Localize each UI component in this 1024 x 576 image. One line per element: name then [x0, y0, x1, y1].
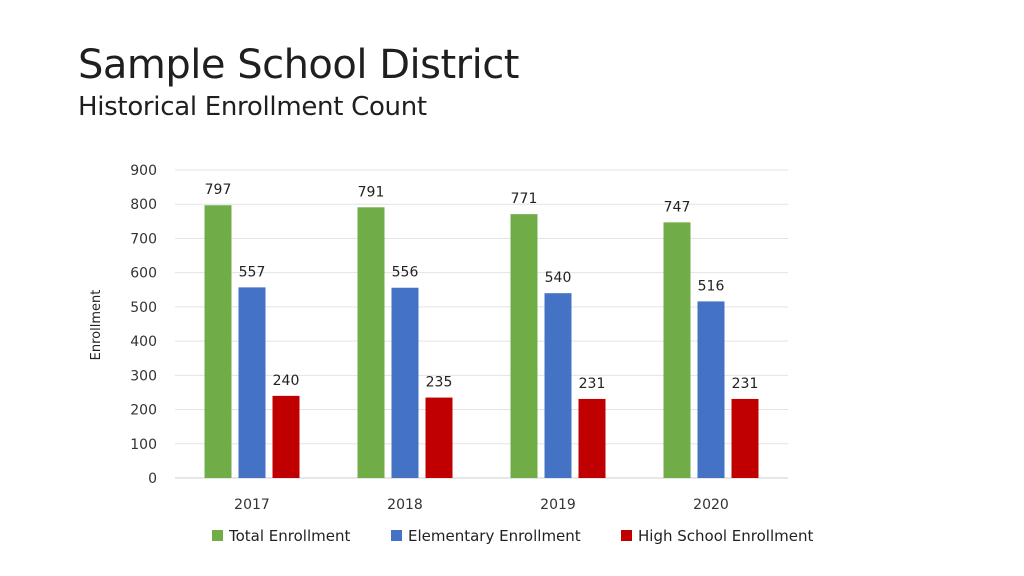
- bar: [578, 398, 606, 478]
- data-label: 540: [545, 270, 572, 286]
- y-tick-label: 200: [130, 403, 157, 419]
- x-tick-label: 2019: [540, 497, 576, 513]
- data-label: 231: [732, 376, 759, 392]
- y-tick-label: 500: [130, 300, 157, 316]
- data-label: 557: [239, 264, 266, 280]
- y-tick-label: 900: [130, 163, 157, 179]
- legend-swatch: [391, 530, 402, 541]
- data-label: 791: [358, 184, 385, 200]
- bar: [357, 207, 385, 478]
- bar: [272, 395, 300, 478]
- y-axis-title: Enrollment: [89, 290, 104, 361]
- data-label: 240: [273, 373, 300, 389]
- y-tick-label: 100: [130, 437, 157, 453]
- bar: [731, 398, 759, 478]
- bar: [391, 287, 419, 478]
- data-label: 516: [698, 278, 725, 294]
- legend-swatch: [621, 530, 632, 541]
- page-subtitle: Historical Enrollment Count: [78, 92, 427, 122]
- y-axis-ticks: 0 100 200 300 400 500 600 700 800 900: [130, 163, 157, 487]
- bars: [204, 205, 759, 478]
- data-label: 231: [579, 376, 606, 392]
- bar: [425, 397, 453, 478]
- x-tick-label: 2020: [693, 497, 729, 513]
- y-tick-label: 700: [130, 231, 157, 247]
- legend-label: High School Enrollment: [638, 527, 813, 545]
- x-tick-label: 2018: [387, 497, 423, 513]
- bar: [204, 205, 232, 478]
- data-label: 747: [664, 199, 691, 215]
- legend-label: Elementary Enrollment: [408, 527, 581, 545]
- bar: [238, 287, 266, 478]
- data-labels: 797 557 240 791 556 235 771 540 231 747 516 231: [205, 182, 759, 392]
- data-label: 235: [426, 375, 453, 391]
- y-tick-label: 800: [130, 197, 157, 213]
- bar: [697, 301, 725, 478]
- bar: [663, 222, 691, 478]
- y-tick-label: 0: [148, 471, 157, 487]
- bar: [544, 293, 572, 478]
- x-tick-label: 2017: [234, 497, 270, 513]
- data-label: 771: [511, 191, 538, 207]
- bar: [510, 214, 538, 478]
- legend-swatch: [212, 530, 223, 541]
- page-title: Sample School District: [78, 42, 519, 88]
- y-tick-label: 300: [130, 368, 157, 384]
- x-axis-ticks: 2017 2018 2019 2020: [234, 497, 729, 513]
- y-tick-label: 600: [130, 266, 157, 282]
- gridlines: [175, 169, 788, 479]
- legend-label: Total Enrollment: [228, 527, 350, 545]
- data-label: 797: [205, 182, 232, 198]
- data-label: 556: [392, 265, 419, 281]
- legend: Total Enrollment Elementary Enrollment Hig…: [212, 527, 813, 545]
- y-tick-label: 400: [130, 334, 157, 350]
